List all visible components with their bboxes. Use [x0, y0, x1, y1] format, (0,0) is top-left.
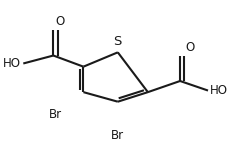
- Text: S: S: [113, 35, 122, 48]
- Text: Br: Br: [49, 108, 62, 121]
- Text: O: O: [185, 41, 194, 54]
- Text: HO: HO: [3, 57, 21, 70]
- Text: O: O: [55, 15, 64, 29]
- Text: HO: HO: [209, 84, 227, 97]
- Text: Br: Br: [111, 129, 124, 142]
